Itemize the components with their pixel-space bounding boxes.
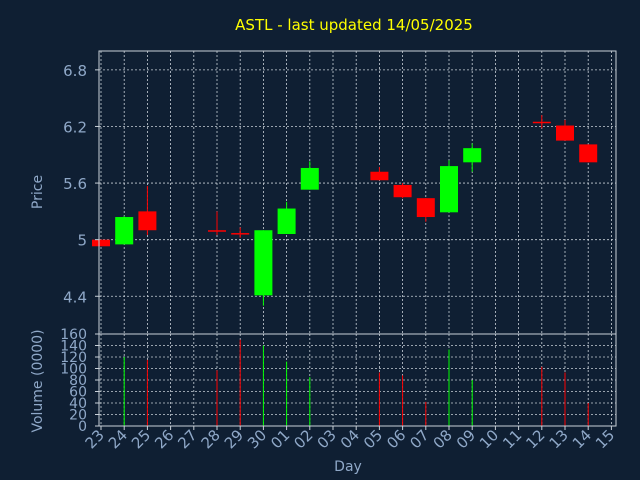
volume-tick-label: 80: [69, 373, 87, 389]
candle: [532, 115, 551, 129]
candle: [370, 167, 389, 181]
volume-tick-label: 20: [69, 408, 87, 424]
candle: [416, 198, 435, 222]
candle-body: [208, 230, 226, 232]
candle-body: [463, 148, 482, 163]
candle: [115, 216, 134, 245]
candle-body: [416, 198, 435, 218]
candle: [254, 230, 273, 306]
volume-grid: [99, 333, 616, 427]
price-grid: [99, 51, 616, 334]
candle-body: [138, 211, 157, 231]
candle: [138, 185, 157, 235]
price-tick-label: 5: [77, 232, 87, 250]
price-y-axis: 4.4 5 5.6 6.2 6.8: [63, 62, 99, 306]
candle-body: [579, 144, 598, 163]
x-tick-label: 15: [592, 426, 618, 452]
candles: [92, 115, 598, 306]
candle-body: [254, 230, 273, 296]
candle: [393, 183, 412, 199]
price-tick-label: 6.8: [63, 62, 87, 80]
price-tick-label: 6.2: [63, 118, 87, 136]
candle-body: [370, 171, 389, 181]
candle: [440, 160, 458, 213]
candle: [208, 211, 226, 235]
price-tick-label: 5.6: [63, 175, 87, 193]
candle: [277, 201, 296, 235]
x-axis-label: Day: [334, 459, 362, 475]
chart-title: ASTL - last updated 14/05/2025: [235, 16, 473, 34]
candle: [463, 143, 482, 172]
volume-tick-label: 120: [60, 350, 87, 366]
price-tick-label: 4.4: [63, 288, 87, 306]
volume-tick-label: 140: [60, 339, 87, 355]
price-axis-label: Price: [30, 175, 46, 209]
candle-body: [300, 167, 319, 190]
volume-axis-label: Volume (0000): [30, 329, 46, 432]
candle-body: [532, 121, 551, 124]
candle-body: [440, 166, 458, 213]
candle: [92, 239, 110, 247]
x-axis: 2324252627282930010203040506070809101112…: [82, 426, 618, 452]
candle-body: [231, 233, 250, 235]
volume-tick-label: 160: [60, 327, 87, 343]
price-panel-frame: [98, 50, 617, 335]
candle: [300, 161, 319, 190]
volume-tick-label: 100: [60, 362, 87, 378]
candle: [556, 119, 574, 141]
volume-tick-label: 0: [78, 419, 87, 435]
volume-tick-label: 40: [69, 396, 87, 412]
candle-body: [115, 217, 134, 245]
candle-body: [556, 125, 574, 141]
candle-body: [92, 239, 110, 247]
candle: [579, 144, 598, 163]
candle-body: [393, 184, 412, 198]
volume-bars: [123, 339, 589, 426]
volume-tick-label: 60: [69, 385, 87, 401]
candle: [231, 227, 250, 238]
candle-body: [277, 208, 296, 235]
